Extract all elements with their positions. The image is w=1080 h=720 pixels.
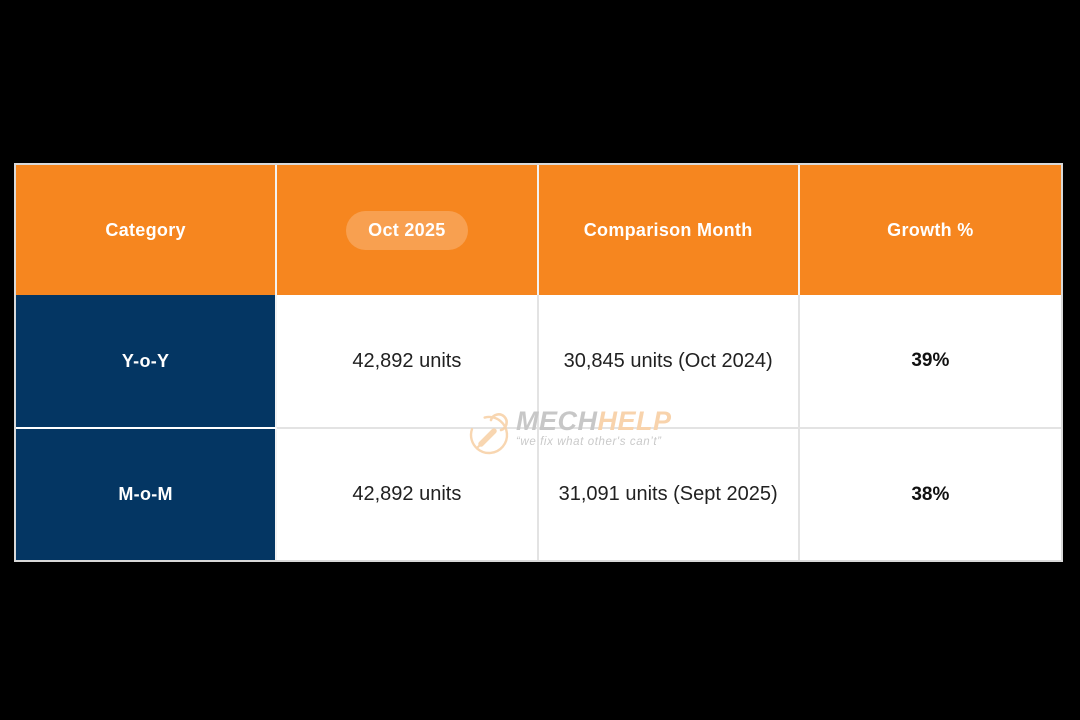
mom-current-value: 42,892 units — [352, 483, 462, 505]
current-month-pill: Oct 2025 — [346, 210, 468, 250]
cell-mom-comparison: 31,091 units (Sept 2025) — [538, 429, 800, 560]
header-label-comparison-month: Comparison Month — [583, 219, 753, 240]
header-cell-category: Category — [16, 165, 278, 295]
header-cell-comparison-month: Comparison Month — [538, 165, 800, 295]
cell-yoy-category: Y-o-Y — [16, 295, 278, 429]
yoy-comparison-value: 30,845 units (Oct 2024) — [563, 349, 773, 372]
yoy-current-value: 42,892 units — [352, 349, 462, 372]
cell-yoy-current: 42,892 units — [277, 295, 539, 429]
comparison-table: Category Oct 2025 Comparison Month Growt… — [14, 163, 1063, 562]
cell-yoy-growth: 39% — [799, 295, 1061, 429]
cell-mom-current: 42,892 units — [277, 429, 539, 560]
header-cell-current-month: Oct 2025 — [277, 165, 539, 295]
cell-yoy-comparison: 30,845 units (Oct 2024) — [538, 295, 800, 429]
header-label-growth: Growth % — [887, 219, 974, 240]
yoy-growth-value: 39% — [911, 350, 950, 371]
mom-comparison-value: 31,091 units (Sept 2025) — [558, 483, 778, 505]
header-label-category: Category — [105, 219, 186, 240]
mom-growth-value: 38% — [911, 483, 950, 505]
header-cell-growth: Growth % — [799, 165, 1061, 295]
yoy-label: Y-o-Y — [121, 350, 170, 371]
cell-mom-growth: 38% — [799, 429, 1061, 560]
mom-label: M-o-M — [118, 484, 173, 504]
cell-mom-category: M-o-M — [16, 429, 278, 560]
